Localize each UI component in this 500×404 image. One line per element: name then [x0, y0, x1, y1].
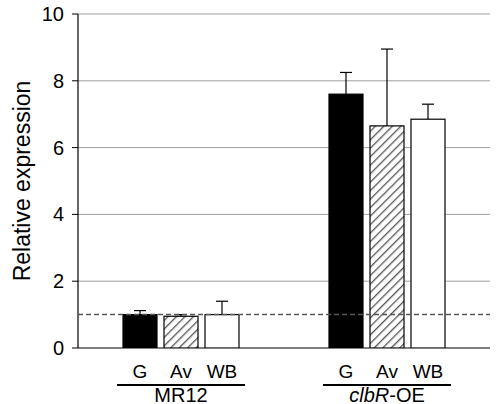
bar-label: Av — [170, 361, 192, 382]
bar-label: WB — [413, 361, 444, 382]
bar-label: G — [339, 361, 354, 382]
tick-label: 4 — [53, 203, 64, 225]
bar-label: G — [133, 361, 148, 382]
y-axis — [77, 14, 78, 348]
bar — [123, 315, 157, 348]
tick-label: 6 — [53, 137, 64, 159]
tick-mark — [72, 281, 78, 282]
tick-label: 8 — [53, 70, 64, 92]
reference-line — [78, 314, 490, 316]
error-bar — [422, 104, 434, 119]
tick-mark — [72, 14, 78, 15]
error-stem — [427, 104, 428, 119]
tick-label: 2 — [53, 270, 64, 292]
error-stem — [386, 49, 387, 126]
bar-label: WB — [207, 361, 238, 382]
error-cap — [340, 72, 352, 73]
tick-mark — [72, 214, 78, 215]
error-cap — [216, 301, 228, 302]
error-bar — [340, 72, 352, 94]
tick-mark — [72, 348, 78, 349]
error-stem — [345, 72, 346, 94]
error-stem — [221, 301, 222, 314]
tick-mark — [72, 147, 78, 148]
grid-line — [78, 80, 490, 81]
bar-label: Av — [376, 361, 398, 382]
y-axis-label: Relative expression — [9, 81, 35, 282]
group-label: MR12 — [154, 384, 207, 404]
error-bar — [216, 301, 228, 314]
bars — [123, 49, 445, 348]
grid-line — [78, 14, 490, 15]
bar — [411, 119, 445, 348]
error-stem — [139, 311, 140, 315]
bar — [164, 316, 198, 348]
error-bar — [381, 49, 393, 126]
group-label: clbR-OE — [349, 384, 425, 404]
error-cap — [381, 48, 393, 49]
tick-label: 0 — [53, 337, 64, 359]
tick-mark — [72, 80, 78, 81]
bar — [205, 315, 239, 348]
error-cap — [422, 104, 434, 105]
tick-label: 10 — [42, 3, 64, 25]
error-cap — [134, 310, 146, 311]
bar — [329, 94, 363, 348]
